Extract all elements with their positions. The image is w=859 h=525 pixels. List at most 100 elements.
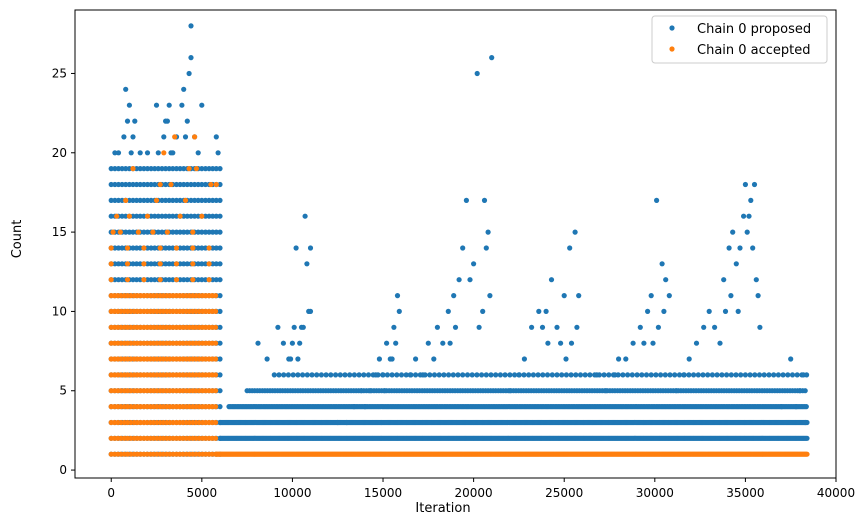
data-point bbox=[804, 451, 810, 457]
data-point bbox=[202, 229, 209, 235]
data-point bbox=[306, 308, 312, 314]
data-point bbox=[148, 166, 154, 172]
data-point bbox=[639, 372, 645, 378]
data-point bbox=[202, 261, 209, 267]
data-point bbox=[202, 197, 209, 203]
data-point bbox=[361, 372, 367, 378]
data-point bbox=[173, 181, 180, 188]
data-point bbox=[721, 277, 727, 283]
data-point bbox=[726, 245, 732, 251]
data-point bbox=[779, 404, 785, 410]
data-point bbox=[168, 181, 174, 188]
data-point bbox=[184, 181, 190, 188]
data-point bbox=[115, 150, 122, 156]
data-point bbox=[744, 229, 750, 235]
data-point bbox=[659, 261, 665, 267]
data-point bbox=[563, 372, 570, 378]
data-point bbox=[549, 372, 555, 378]
data-point bbox=[163, 181, 169, 188]
data-point bbox=[134, 213, 140, 219]
data-point bbox=[119, 166, 125, 172]
data-point bbox=[134, 166, 140, 172]
data-point bbox=[121, 134, 127, 140]
data-point bbox=[275, 324, 281, 330]
data-point bbox=[717, 340, 723, 346]
data-point bbox=[206, 197, 212, 203]
data-point bbox=[291, 324, 297, 330]
data-point bbox=[775, 372, 782, 378]
data-point bbox=[126, 102, 132, 108]
data-point bbox=[164, 118, 170, 124]
data-point bbox=[480, 308, 486, 314]
data-point bbox=[706, 308, 712, 314]
data-point bbox=[141, 261, 147, 267]
data-point bbox=[182, 134, 189, 140]
data-point bbox=[384, 340, 390, 346]
data-point bbox=[255, 340, 261, 346]
data-point bbox=[130, 245, 136, 251]
data-point bbox=[804, 435, 810, 441]
data-point bbox=[616, 356, 622, 362]
data-point bbox=[563, 356, 569, 362]
data-point bbox=[558, 340, 564, 346]
data-point bbox=[213, 388, 219, 394]
data-point bbox=[217, 308, 223, 314]
data-point bbox=[463, 197, 469, 203]
data-point bbox=[166, 213, 172, 219]
data-point bbox=[686, 356, 692, 362]
data-point bbox=[476, 324, 482, 330]
data-point bbox=[184, 277, 190, 283]
data-point bbox=[797, 388, 803, 394]
data-point bbox=[155, 213, 161, 219]
data-point bbox=[170, 166, 176, 172]
data-point bbox=[184, 229, 190, 235]
data-point bbox=[761, 372, 767, 378]
data-point bbox=[126, 229, 132, 235]
data-point bbox=[173, 166, 180, 172]
data-point bbox=[344, 419, 350, 426]
data-point bbox=[157, 245, 163, 251]
data-point bbox=[148, 197, 154, 203]
data-point bbox=[199, 197, 205, 203]
data-point bbox=[676, 372, 683, 378]
data-point bbox=[293, 245, 299, 251]
data-point bbox=[166, 261, 172, 267]
data-point bbox=[705, 372, 711, 378]
data-point bbox=[446, 372, 452, 378]
data-point bbox=[177, 245, 183, 251]
data-point bbox=[314, 372, 320, 378]
data-point bbox=[157, 277, 163, 283]
data-point bbox=[666, 293, 672, 299]
data-point bbox=[427, 372, 433, 378]
data-point bbox=[623, 356, 629, 362]
data-point bbox=[467, 277, 473, 283]
data-point bbox=[217, 293, 223, 299]
data-point bbox=[217, 213, 223, 219]
data-point bbox=[173, 261, 180, 267]
data-point bbox=[447, 340, 453, 346]
data-point bbox=[264, 356, 270, 362]
data-point bbox=[150, 229, 156, 235]
data-point bbox=[295, 356, 301, 362]
data-point bbox=[206, 166, 212, 172]
data-point bbox=[115, 261, 122, 267]
data-point bbox=[502, 372, 508, 378]
data-point bbox=[134, 277, 140, 283]
data-point bbox=[648, 293, 654, 299]
data-point bbox=[793, 404, 799, 410]
data-point bbox=[714, 372, 720, 378]
data-point bbox=[188, 23, 194, 29]
data-point bbox=[177, 229, 183, 235]
data-point bbox=[483, 245, 489, 251]
data-point bbox=[186, 166, 192, 172]
data-point bbox=[431, 356, 437, 362]
x-axis-label: Iteration bbox=[415, 501, 470, 516]
data-point bbox=[488, 372, 494, 378]
data-point bbox=[667, 372, 673, 378]
data-point bbox=[112, 261, 118, 267]
data-point bbox=[177, 181, 183, 188]
data-point bbox=[195, 150, 201, 156]
data-point bbox=[780, 372, 786, 378]
data-point bbox=[202, 166, 209, 172]
data-point bbox=[172, 134, 178, 140]
